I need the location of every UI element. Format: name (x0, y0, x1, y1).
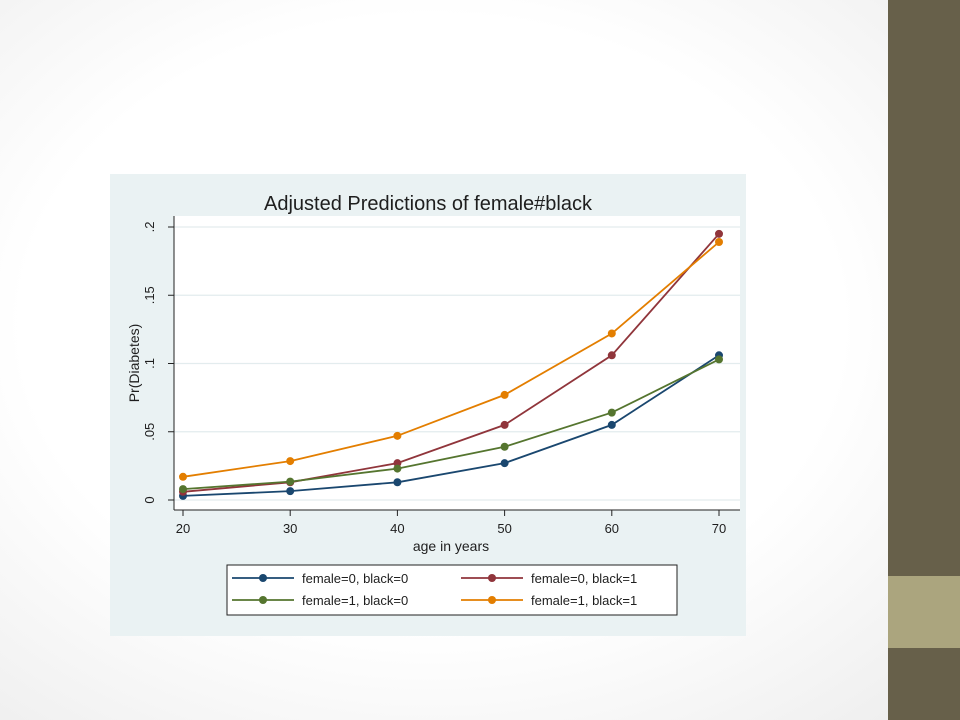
legend: female=0, black=0 female=0, black=1 female… (226, 564, 678, 616)
x-tick-label: 50 (497, 521, 511, 536)
data-point (286, 457, 295, 466)
series-line (182, 241, 720, 478)
series-line (182, 354, 720, 497)
y-tick-label: .05 (142, 423, 157, 441)
chart-title: Adjusted Predictions of female#black (264, 193, 593, 215)
data-point (715, 238, 723, 247)
series-4 (179, 238, 723, 481)
legend-swatch-marker (259, 574, 267, 582)
legend-item: female=1, black=1 (461, 593, 637, 608)
series-layer (179, 229, 723, 500)
slide-side-accent (888, 576, 960, 648)
legend-label: female=1, black=0 (302, 593, 408, 608)
y-axis-label: Pr(Diabetes) (126, 324, 142, 403)
series-line (182, 233, 720, 493)
data-point (500, 459, 509, 468)
legend-swatch-marker (488, 596, 496, 604)
series-line (182, 358, 720, 490)
data-point (607, 351, 616, 360)
axes: 0 .05 .1 .15 .2 20 30 40 50 60 70 (142, 216, 740, 536)
legend-swatch-marker (259, 596, 267, 604)
y-tick-label: 0 (142, 496, 157, 503)
x-tick-label: 20 (176, 521, 190, 536)
data-point (715, 229, 723, 238)
x-tick-label: 30 (283, 521, 297, 536)
legend-label: female=0, black=1 (531, 571, 637, 586)
data-point (500, 390, 509, 399)
x-axis-label: age in years (413, 538, 489, 554)
data-point (715, 355, 723, 364)
data-point (393, 478, 402, 487)
data-point (179, 472, 187, 481)
chart: Adjusted Predictions of female#black 0 .0… (110, 174, 746, 636)
data-point (393, 464, 402, 473)
legend-item: female=1, black=0 (232, 593, 408, 608)
y-tick-label: .15 (142, 286, 157, 304)
data-point (607, 329, 616, 338)
data-point (607, 408, 616, 417)
data-point (179, 485, 187, 494)
legend-label: female=0, black=0 (302, 571, 408, 586)
legend-swatch-marker (488, 574, 496, 582)
x-tick-label: 70 (712, 521, 726, 536)
data-point (393, 431, 402, 440)
legend-item: female=0, black=1 (461, 571, 637, 586)
data-point (500, 442, 509, 451)
data-point (286, 487, 295, 496)
legend-box (226, 564, 678, 616)
data-point (500, 420, 509, 429)
legend-item: female=0, black=0 (232, 571, 408, 586)
data-point (286, 477, 295, 486)
y-tick-label: .2 (142, 222, 157, 233)
grid-lines (174, 226, 740, 501)
series-3 (179, 355, 723, 494)
x-tick-label: 40 (390, 521, 404, 536)
x-tick-label: 60 (605, 521, 619, 536)
legend-label: female=1, black=1 (531, 593, 637, 608)
data-point (607, 420, 616, 429)
y-tick-label: .1 (142, 358, 157, 369)
